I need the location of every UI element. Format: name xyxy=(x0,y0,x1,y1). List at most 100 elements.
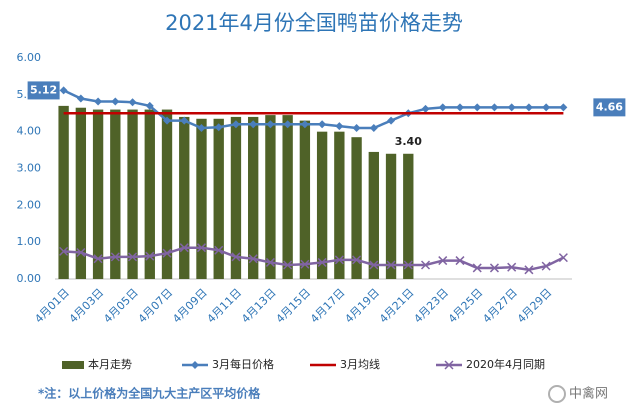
legend-swatch xyxy=(62,361,84,369)
bar xyxy=(75,107,87,279)
x-tick-label: 4月17日 xyxy=(308,286,348,326)
point xyxy=(318,120,327,129)
bar xyxy=(127,109,138,279)
x-tick-label: 4月09日 xyxy=(170,286,210,326)
point xyxy=(196,243,207,253)
bar xyxy=(282,115,293,279)
point xyxy=(403,260,413,270)
point xyxy=(265,257,275,267)
x-tick-label: 4月27日 xyxy=(480,286,520,326)
bar xyxy=(403,153,414,279)
point xyxy=(387,116,396,125)
data-label: 5.12 xyxy=(30,83,57,96)
x-tick-label: 4月03日 xyxy=(67,286,107,326)
point xyxy=(386,260,396,270)
point xyxy=(541,261,551,271)
y-tick-label: 6.00 xyxy=(17,51,42,64)
bar xyxy=(179,116,190,279)
bar xyxy=(110,109,121,279)
point xyxy=(145,251,155,261)
point xyxy=(128,252,138,262)
point xyxy=(335,122,344,131)
point xyxy=(490,103,499,112)
legend-marker xyxy=(444,360,454,370)
point xyxy=(179,243,189,253)
legend-marker xyxy=(191,361,199,369)
bar xyxy=(368,151,379,279)
point xyxy=(524,103,533,112)
point xyxy=(300,259,310,269)
point xyxy=(128,98,137,107)
point xyxy=(438,103,447,112)
source: 中禽网 xyxy=(569,386,608,402)
point xyxy=(110,252,120,262)
point xyxy=(93,254,103,264)
y-tick-label: 3.00 xyxy=(17,162,42,175)
x-tick-label: 4月07日 xyxy=(136,286,176,326)
bar xyxy=(385,153,397,279)
x-tick-label: 4月23日 xyxy=(411,286,451,326)
point xyxy=(507,103,516,112)
y-tick-label: 4.00 xyxy=(17,125,42,138)
x-tick-label: 4月21日 xyxy=(377,286,417,326)
y-tick-label: 1.00 xyxy=(17,235,42,248)
point xyxy=(145,101,154,110)
point xyxy=(283,120,292,129)
bar xyxy=(196,118,207,280)
x-tick-label: 4月19日 xyxy=(342,286,382,326)
point xyxy=(420,260,431,270)
point xyxy=(59,246,69,256)
x-tick-label: 4月11日 xyxy=(205,286,245,326)
point xyxy=(231,120,240,129)
bar xyxy=(334,131,345,279)
bar xyxy=(161,109,173,279)
point xyxy=(162,248,172,258)
x-tick-label: 4月05日 xyxy=(101,286,141,326)
point xyxy=(231,252,241,262)
y-tick-label: 0.00 xyxy=(17,272,42,285)
point xyxy=(542,103,551,112)
point xyxy=(94,97,103,106)
point xyxy=(507,262,517,272)
point xyxy=(266,120,275,129)
chart-title: 2021年4月份全国鸭苗价格走势 xyxy=(165,11,463,35)
point xyxy=(559,103,568,112)
point xyxy=(249,120,258,129)
point xyxy=(473,103,482,112)
legend-label: 2020年4月同期 xyxy=(466,357,545,371)
bar xyxy=(92,109,104,279)
data-label: 3.40 xyxy=(395,135,422,148)
x-tick-label: 4月25日 xyxy=(446,286,486,326)
y-tick-label: 2.00 xyxy=(17,198,42,211)
point xyxy=(352,255,362,265)
point xyxy=(352,123,361,132)
data-label: 4.66 xyxy=(596,100,623,113)
point xyxy=(248,254,258,264)
x-tick-label: 4月29日 xyxy=(515,286,555,326)
line xyxy=(63,246,564,272)
point xyxy=(214,245,224,255)
x-tick-label: 4月01日 xyxy=(32,286,72,326)
bar xyxy=(230,116,242,279)
point xyxy=(59,86,68,95)
point xyxy=(283,260,293,270)
footnote: *注：以上价格为全国九大主产区平均价格 xyxy=(38,386,261,401)
label-box xyxy=(27,81,60,100)
point xyxy=(421,104,430,113)
point xyxy=(163,116,172,125)
label-box xyxy=(593,98,626,117)
point xyxy=(334,255,344,265)
point xyxy=(369,123,378,132)
point xyxy=(472,263,482,273)
bar xyxy=(316,131,328,279)
point xyxy=(317,257,327,267)
x-tick-label: 4月13日 xyxy=(239,286,279,326)
point xyxy=(524,265,534,275)
point xyxy=(180,116,189,125)
logo xyxy=(548,385,566,403)
bar xyxy=(248,116,259,279)
x-tick-label: 4月15日 xyxy=(274,286,314,326)
bar xyxy=(265,115,276,279)
point xyxy=(214,123,223,132)
